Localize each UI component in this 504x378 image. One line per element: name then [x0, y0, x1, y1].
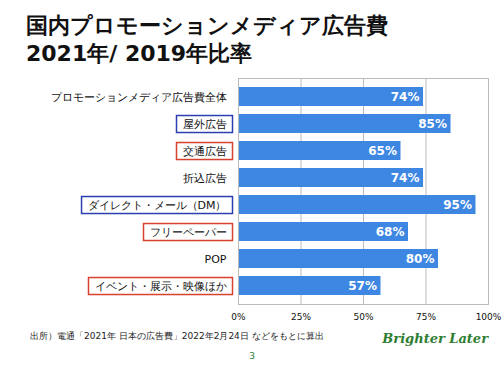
svg-text:75%: 75% — [416, 312, 436, 322]
svg-text:交通広告: 交通広告 — [183, 145, 227, 158]
svg-text:85%: 85% — [418, 117, 447, 131]
svg-text:74%: 74% — [391, 171, 420, 185]
svg-text:100%: 100% — [476, 312, 502, 322]
svg-text:50%: 50% — [353, 312, 373, 322]
svg-text:74%: 74% — [391, 90, 420, 104]
html-text:3: 3 — [249, 351, 255, 361]
svg-text:折込広告: 折込広告 — [183, 172, 227, 185]
svg-text:65%: 65% — [368, 144, 397, 158]
svg-text:屋外広告: 屋外広告 — [183, 118, 227, 131]
svg-text:95%: 95% — [443, 198, 472, 212]
svg-text:プロモーションメディア広告費全体: プロモーションメディア広告費全体 — [51, 91, 227, 104]
html-text:国内プロモーションメディア広告費 2021年/ 2019年比: 国内プロモーションメディア広告費 2021年/ 2019年比率 — [26, 13, 388, 66]
svg-text:POP: POP — [205, 253, 227, 266]
svg-text:25%: 25% — [291, 312, 311, 322]
svg-text:68%: 68% — [376, 225, 405, 239]
html-text:出所）電通「2021年 日本の広告費」2022年2月24日: 出所）電通「2021年 日本の広告費」2022年2月24日 などをもとに算出 — [30, 331, 324, 341]
svg-text:フリーペーパー: フリーペーパー — [150, 226, 227, 239]
svg-text:ダイレクト・メール（DM）: ダイレクト・メール（DM） — [88, 199, 227, 212]
svg-text:イベント・展示・映像ほか: イベント・展示・映像ほか — [95, 280, 227, 293]
svg-text:57%: 57% — [348, 279, 377, 293]
svg-text:80%: 80% — [406, 252, 435, 266]
html-text:Brighter Later: Brighter Later — [382, 331, 488, 346]
svg-text:0%: 0% — [231, 312, 246, 322]
